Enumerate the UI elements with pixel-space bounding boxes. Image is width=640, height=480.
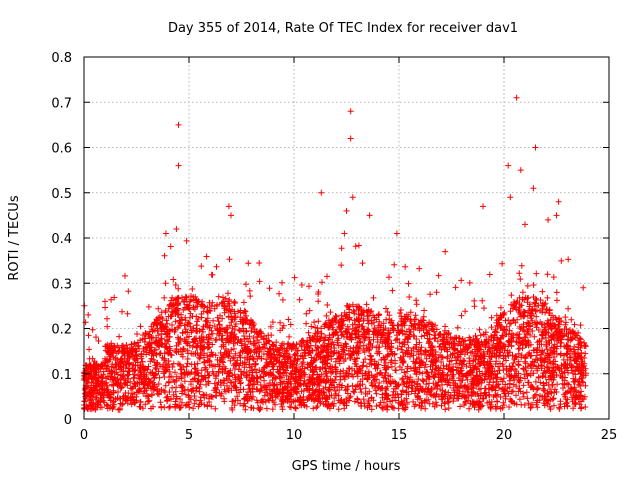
outlier-point	[175, 162, 182, 169]
outlier-point	[442, 248, 449, 255]
outlier-point	[505, 162, 512, 169]
roti-point-cloud	[81, 237, 589, 413]
outlier-point	[517, 167, 524, 174]
x-tick-label: 5	[185, 428, 193, 443]
outlier-point	[532, 144, 539, 151]
outlier-point	[225, 203, 232, 210]
y-tick-label: 0.6	[51, 142, 72, 157]
outlier-points	[85, 94, 562, 318]
chart-title: Day 355 of 2014, Rate Of TEC Index for r…	[168, 21, 518, 36]
x-tick-label: 20	[496, 428, 513, 443]
x-tick-label: 25	[601, 428, 618, 443]
outlier-point	[555, 198, 562, 205]
outlier-point	[522, 221, 528, 228]
outlier-point	[480, 203, 486, 210]
y-tick-label: 0.8	[51, 51, 72, 66]
x-tick-label: 10	[286, 428, 303, 443]
y-tick-label: 0.1	[51, 368, 72, 383]
outlier-point	[228, 212, 234, 219]
outlier-point	[173, 225, 180, 232]
outlier-point	[393, 230, 400, 237]
outlier-point	[553, 212, 560, 219]
outlier-point	[347, 135, 354, 142]
outlier-point	[341, 230, 348, 237]
data-points	[81, 237, 589, 413]
outlier-point	[318, 189, 325, 196]
y-tick-labels: 0 0.1 0.2 0.3 0.4 0.5 0.6 0.7 0.8	[51, 51, 72, 428]
outlier-point	[530, 185, 537, 192]
outlier-point	[175, 121, 182, 128]
y-tick-label: 0.3	[51, 277, 72, 292]
y-tick-label: 0	[64, 413, 72, 428]
outlier-point	[513, 94, 520, 101]
outlier-point	[347, 108, 354, 115]
y-tick-label: 0.2	[51, 323, 72, 338]
y-tick-label: 0.7	[51, 96, 72, 111]
outlier-point	[366, 212, 373, 219]
outlier-point	[162, 230, 169, 237]
outlier-point	[349, 194, 356, 201]
outlier-point	[507, 194, 514, 201]
x-tick-labels: 0 5 10 15 20 25	[80, 428, 617, 443]
outlier-point	[102, 298, 108, 305]
y-tick-label: 0.4	[51, 232, 72, 247]
x-axis-label: GPS time / hours	[292, 459, 401, 474]
y-axis-label: ROTI / TECUs	[7, 195, 22, 280]
outlier-point	[85, 311, 92, 318]
outlier-point	[545, 216, 552, 223]
x-tick-label: 0	[80, 428, 88, 443]
outlier-point	[343, 207, 350, 214]
axis-ticks	[83, 56, 610, 420]
y-tick-label: 0.5	[51, 187, 72, 202]
x-tick-label: 15	[391, 428, 408, 443]
